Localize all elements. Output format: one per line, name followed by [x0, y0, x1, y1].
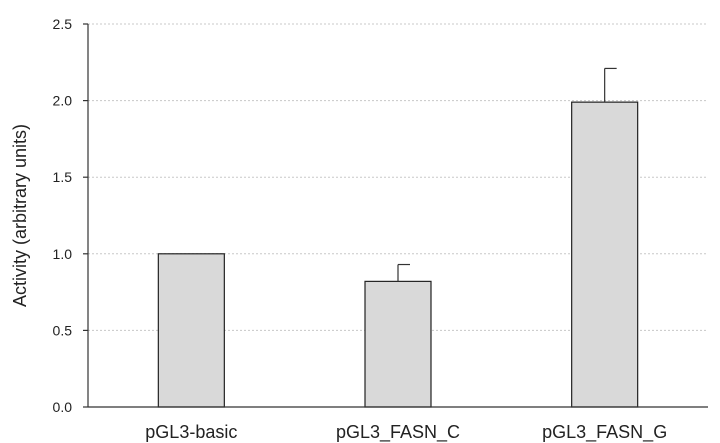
axes-group	[83, 23, 708, 408]
bars-group	[157, 101, 639, 408]
y-tick-label: 2.5	[53, 16, 73, 32]
x-category-label: pGL3_FASN_C	[336, 422, 460, 443]
y-tick-label: 0.0	[53, 399, 73, 415]
bar	[157, 253, 225, 408]
y-tick-label: 0.5	[53, 322, 73, 338]
x-category-label: pGL3-basic	[145, 422, 237, 442]
y-tick-label: 2.0	[53, 93, 73, 109]
x-category-labels: pGL3-basic pGL3_FASN_C pGL3_FASN_G	[145, 422, 667, 443]
y-tick-label: 1.0	[53, 246, 73, 262]
bar	[571, 101, 639, 408]
x-category-label: pGL3_FASN_G	[542, 422, 667, 443]
error-bars-group	[397, 67, 617, 282]
y-tick-label: 1.5	[53, 169, 73, 185]
y-tick-labels: 0.0 0.5 1.0 1.5 2.0 2.5	[53, 16, 73, 415]
y-axis-title: Activity (arbitrary units)	[10, 124, 30, 307]
bar	[364, 280, 432, 408]
